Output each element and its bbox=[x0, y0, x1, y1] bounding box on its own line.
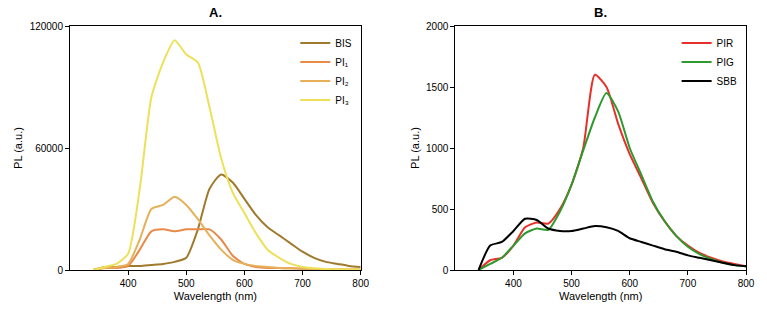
svg-text:700: 700 bbox=[294, 278, 311, 289]
svg-text:BIS: BIS bbox=[335, 38, 351, 49]
svg-text:700: 700 bbox=[680, 278, 697, 289]
svg-text:PI₁: PI₁ bbox=[335, 57, 348, 68]
svg-text:600: 600 bbox=[621, 278, 638, 289]
svg-text:60000: 60000 bbox=[35, 143, 63, 154]
svg-text:800: 800 bbox=[738, 278, 755, 289]
svg-text:1500: 1500 bbox=[426, 82, 449, 93]
svg-text:600: 600 bbox=[236, 278, 253, 289]
svg-text:B.: B. bbox=[594, 5, 607, 20]
svg-text:A.: A. bbox=[209, 5, 222, 20]
svg-text:PL (a.u.): PL (a.u.) bbox=[12, 127, 24, 169]
svg-text:400: 400 bbox=[120, 278, 137, 289]
svg-text:PL (a.u.): PL (a.u.) bbox=[409, 127, 421, 169]
svg-text:500: 500 bbox=[563, 278, 580, 289]
svg-text:500: 500 bbox=[432, 204, 449, 215]
svg-text:400: 400 bbox=[505, 278, 522, 289]
svg-text:Wavelength (nm): Wavelength (nm) bbox=[174, 290, 257, 302]
svg-text:0: 0 bbox=[443, 265, 449, 276]
svg-text:1000: 1000 bbox=[426, 143, 449, 154]
svg-text:SBB: SBB bbox=[717, 76, 737, 87]
svg-text:2000: 2000 bbox=[426, 21, 449, 32]
svg-text:PI₂: PI₂ bbox=[335, 76, 348, 87]
svg-text:800: 800 bbox=[352, 278, 369, 289]
svg-text:0: 0 bbox=[57, 265, 63, 276]
svg-text:PIR: PIR bbox=[717, 38, 734, 49]
svg-text:120000: 120000 bbox=[30, 21, 64, 32]
svg-text:PI₃: PI₃ bbox=[335, 95, 349, 106]
svg-text:Wavelength (nm): Wavelength (nm) bbox=[559, 290, 642, 302]
svg-text:PIG: PIG bbox=[717, 57, 734, 68]
svg-text:500: 500 bbox=[178, 278, 195, 289]
